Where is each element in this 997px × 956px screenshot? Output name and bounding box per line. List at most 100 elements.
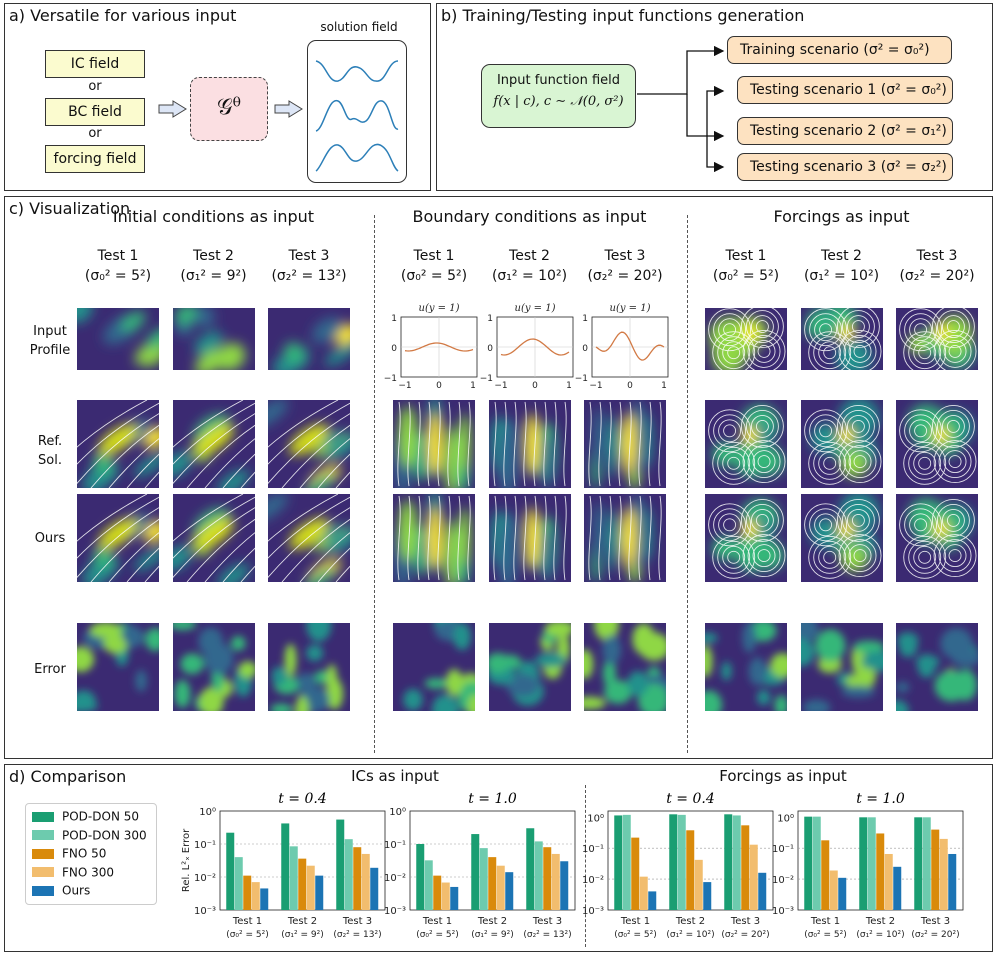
panel-b: b) Training/Testing input functions gene… (436, 3, 993, 191)
input-profile-heatmap (172, 308, 255, 370)
panel-d-title: d) Comparison (9, 767, 127, 786)
bc-xtick: 0 (532, 381, 538, 391)
bar-ours (838, 877, 847, 910)
x-tick-label: Test 1 (422, 916, 452, 927)
reference-solution-heatmap (393, 400, 475, 488)
group-divider (585, 785, 586, 947)
test-sigma: (σ₂² = 20²) (587, 268, 663, 284)
bar-ours (560, 861, 569, 910)
x-tick-sigma: (σ₂² = 20²) (911, 930, 959, 940)
section-divider (687, 215, 688, 753)
x-tick-label: Test 1 (810, 916, 840, 927)
bc-xtick: −1 (398, 381, 411, 391)
reference-solution-heatmap (268, 400, 350, 488)
bc-profile-plot: u(y = 1) 1 0 −1−1 0 1 (575, 303, 669, 391)
error-heatmap (800, 623, 883, 711)
bar-pod-don-300 (479, 848, 488, 910)
forcing-field-box: forcing field (45, 145, 145, 173)
test-sigma: (σ₁² = 10²) (803, 268, 880, 284)
bar-fno-50 (433, 875, 442, 910)
bar-ours (703, 882, 712, 910)
bar-pod-don-300 (424, 860, 433, 910)
chart-title: t = 0.4 (278, 791, 327, 807)
x-tick-sigma: (σ₁² = 10²) (856, 930, 904, 940)
bar-fno-50 (876, 833, 885, 910)
y-tick-label: 10⁻² (194, 873, 216, 884)
row-label-ours: Ours (34, 531, 66, 546)
predicted-solution-heatmap (268, 494, 350, 582)
bar-fno-300 (496, 865, 505, 910)
bar-pod-don-50 (526, 828, 535, 910)
error-heatmap (705, 623, 787, 711)
arrow-icon (158, 100, 187, 118)
predicted-solution-heatmap (705, 494, 787, 582)
bc-xtick: 0 (627, 381, 633, 391)
scenario-arrows (637, 45, 725, 173)
predicted-solution-heatmap (800, 494, 883, 582)
test-name: Test 1 (97, 248, 139, 264)
bar-pod-don-50 (281, 823, 290, 910)
bar-pod-don-300 (922, 817, 931, 910)
x-tick-label: Test 2 (865, 916, 895, 927)
legend-label: POD-DON 50 (62, 809, 139, 824)
x-tick-label: Test 2 (477, 916, 507, 927)
legend-swatch (32, 885, 54, 896)
x-tick-label: Test 1 (232, 916, 262, 927)
bar-ours (948, 853, 957, 910)
bar-pod-don-50 (724, 814, 733, 910)
test-name: Test 2 (193, 248, 234, 264)
y-tick-label: 10⁻¹ (772, 844, 794, 855)
bar-pod-don-300 (867, 817, 876, 910)
bc-xtick: −1 (589, 381, 602, 391)
bar-pod-don-300 (812, 816, 821, 910)
bar-pod-don-300 (534, 841, 543, 910)
bar-fno-50 (543, 847, 552, 910)
test-sigma: (σ₁² = 9²) (180, 268, 247, 284)
comparison-bar-charts: Rel. L²ₓ Error t = 0.4 10⁰ 10⁻¹ 10⁻² 10⁻³ Test… (181, 791, 964, 940)
bar-fno-50 (821, 840, 830, 910)
bc-plot-title: u(y = 1) (419, 303, 460, 314)
reference-solution-heatmap (896, 400, 978, 488)
x-tick-sigma: (σ₂² = 13²) (333, 930, 381, 940)
bc-profile-plot: u(y = 1) 1 0 −1−1 0 1 (384, 303, 478, 391)
bar-fno-300 (441, 882, 450, 910)
bar-fno-50 (631, 837, 640, 910)
bar-pod-don-50 (614, 815, 623, 910)
bc-xtick: 0 (436, 381, 442, 391)
panel-b-title: b) Training/Testing input functions gene… (441, 6, 805, 25)
y-tick-label: 10⁻¹ (194, 840, 216, 851)
bar-ours (758, 872, 767, 910)
bar-ours (315, 875, 324, 910)
panel-d: d) Comparison ICs as input Forcings as i… (4, 764, 993, 952)
bc-ytick: 1 (582, 314, 588, 324)
bar-pod-don-50 (669, 814, 678, 910)
solution-field-label: solution field (320, 20, 398, 34)
bar-pod-don-50 (914, 817, 923, 910)
bar-fno-300 (749, 844, 758, 910)
reference-solution-heatmap (705, 400, 787, 488)
bc-ytick: −1 (384, 374, 397, 384)
legend-item: Ours (32, 883, 90, 899)
bar-fno-50 (298, 858, 307, 910)
solution-field-box (307, 40, 407, 183)
x-tick-sigma: (σ₁² = 9²) (471, 930, 514, 940)
bar-fno-50 (741, 825, 750, 910)
operator-symbol: 𝒢ᶿ (216, 95, 242, 120)
legend-swatch (32, 848, 54, 859)
bar-fno-300 (939, 838, 948, 910)
predicted-solution-heatmap (896, 494, 978, 582)
x-tick-sigma: (σ₂² = 20²) (721, 930, 769, 940)
y-tick-label: 10⁻¹ (582, 844, 604, 855)
forcings-group-title: Forcings as input (719, 767, 847, 785)
y-tick-label: 10⁰ (587, 813, 604, 824)
bar-pod-don-300 (677, 814, 686, 910)
y-axis-label: Rel. L²ₓ Error (181, 828, 192, 892)
input-profile-heatmap (800, 308, 883, 370)
bc-plot-title: u(y = 1) (514, 303, 555, 314)
bc-ytick: 1 (391, 314, 397, 324)
test-name: Test 3 (288, 248, 330, 264)
error-heatmap (896, 623, 978, 711)
predicted-solution-heatmap (172, 494, 255, 582)
x-tick-label: Test 2 (675, 916, 705, 927)
row-label-ref: Ref. Sol. (37, 434, 63, 468)
